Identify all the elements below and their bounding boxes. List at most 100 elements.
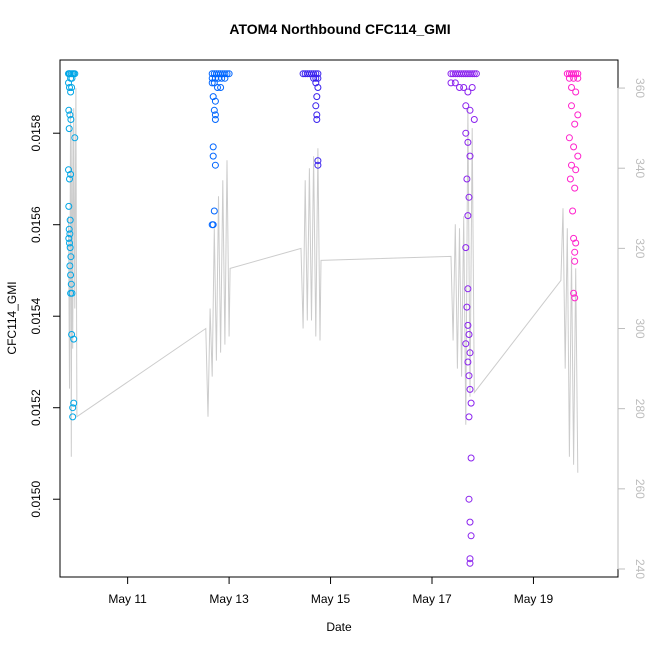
x-axis: May 11 May 13 May 15 May 17 May 19	[108, 576, 554, 606]
data-point	[65, 202, 73, 210]
data-point	[464, 138, 472, 146]
data-point	[466, 559, 474, 567]
data-point	[211, 116, 219, 123]
data-point	[313, 93, 321, 101]
data-point	[466, 152, 474, 160]
data-point	[570, 70, 578, 78]
data-point	[571, 120, 579, 128]
data-point	[66, 111, 74, 119]
data-point	[314, 157, 322, 165]
data-point	[464, 358, 472, 366]
data-point	[313, 111, 321, 119]
data-point	[462, 129, 470, 137]
data-point	[214, 84, 221, 91]
data-point	[463, 303, 471, 311]
data-point	[66, 84, 73, 91]
data-point	[210, 106, 218, 114]
data-point	[66, 230, 74, 238]
data-point	[314, 84, 322, 91]
data-point	[209, 143, 217, 151]
chart-title: ATOM4 Northbound CFC114_GMI	[229, 21, 450, 37]
data-point	[572, 88, 580, 96]
data-point	[574, 111, 582, 119]
y-axis-right: 240 260 280 300 320 340 360	[617, 78, 647, 579]
data-point	[210, 207, 218, 215]
data-point	[221, 74, 229, 82]
x-tick-label: May 19	[514, 592, 554, 606]
data-point	[65, 106, 73, 114]
data-point	[462, 244, 470, 252]
data-point	[465, 331, 473, 338]
data-point	[447, 79, 455, 87]
y2-tick-label: 300	[633, 319, 647, 339]
data-point	[574, 74, 582, 82]
y-tick-label: 0.0154	[29, 298, 43, 335]
data-point	[565, 74, 573, 82]
data-point	[218, 74, 226, 82]
data-point	[465, 193, 473, 201]
data-point	[456, 84, 463, 91]
y-tick-label: 0.0150	[29, 481, 43, 518]
y2-tick-label: 320	[633, 238, 647, 258]
y2-tick-label: 260	[633, 479, 647, 499]
data-point	[468, 70, 476, 78]
data-point	[451, 79, 459, 87]
data-point	[66, 216, 74, 224]
data-point	[210, 79, 218, 87]
data-point	[466, 106, 474, 114]
data-point	[68, 84, 76, 91]
data-point	[67, 253, 75, 261]
y-axis-left: 0.0150 0.0152 0.0154 0.0156 0.0158	[29, 115, 61, 518]
data-point	[467, 399, 475, 407]
data-point	[67, 280, 75, 288]
y2-tick-label: 360	[633, 78, 647, 98]
data-point	[211, 161, 219, 169]
data-point	[70, 335, 78, 343]
data-point	[568, 84, 575, 91]
data-point	[566, 175, 574, 183]
y2-tick-label: 280	[633, 399, 647, 419]
data-point	[464, 285, 472, 293]
data-point	[221, 70, 229, 78]
data-point	[312, 102, 320, 110]
secondary-series-line	[68, 88, 579, 473]
data-point	[67, 170, 75, 178]
data-point	[569, 207, 577, 215]
data-point	[468, 84, 476, 91]
x-tick-label: May 15	[311, 592, 351, 606]
data-point	[211, 111, 219, 119]
data-point	[312, 74, 320, 82]
data-point	[571, 184, 579, 192]
x-tick-label: May 17	[412, 592, 452, 606]
x-tick-label: May 11	[108, 592, 147, 606]
data-point	[570, 143, 578, 151]
data-point	[574, 152, 582, 160]
data-point	[69, 413, 77, 421]
y-tick-label: 0.0152	[29, 389, 43, 426]
data-point	[565, 134, 573, 142]
data-point	[571, 294, 579, 302]
data-point	[69, 404, 77, 412]
y-axis-label: CFC114_GMI	[5, 281, 19, 354]
data-point	[467, 532, 475, 540]
data-point	[313, 116, 321, 123]
data-point	[71, 70, 79, 78]
data-point	[217, 84, 225, 91]
data-point	[465, 495, 473, 503]
data-point	[466, 518, 474, 526]
data-point	[66, 239, 73, 247]
data-point	[465, 372, 473, 380]
data-point	[460, 84, 468, 91]
data-point	[572, 239, 580, 247]
data-point	[208, 79, 216, 87]
x-tick-label: May 13	[209, 592, 249, 606]
data-point	[472, 70, 480, 78]
data-point	[71, 134, 79, 142]
data-point	[467, 454, 475, 462]
y2-tick-label: 240	[633, 559, 647, 579]
data-point	[68, 289, 76, 297]
data-point	[570, 289, 578, 297]
y-tick-label: 0.0156	[29, 206, 43, 243]
data-point	[464, 321, 472, 329]
